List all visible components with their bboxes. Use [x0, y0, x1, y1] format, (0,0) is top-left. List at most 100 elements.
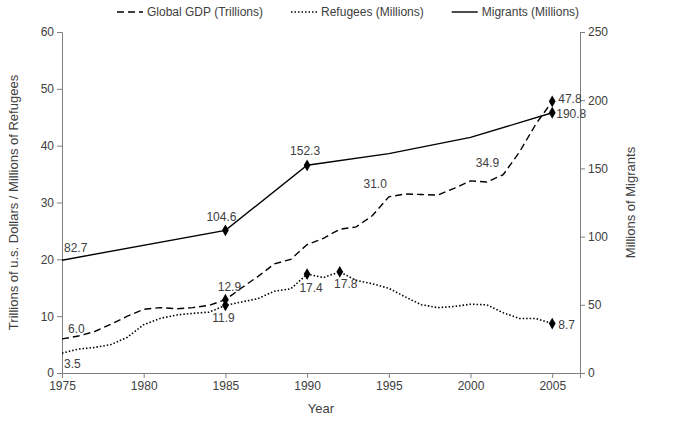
- annotation: 11.9: [212, 311, 235, 325]
- marker: [304, 159, 311, 171]
- tick-mark: [580, 168, 585, 169]
- annotation: 12.9: [218, 280, 242, 294]
- annotation: 82.7: [64, 241, 88, 255]
- axis-line: [57, 33, 63, 374]
- tick-label: 20: [41, 253, 55, 267]
- line: [62, 272, 552, 353]
- chart: 1975198019851990199520002005010203040506…: [0, 0, 685, 435]
- tick-label: 40: [41, 139, 55, 153]
- tick-mark: [57, 316, 62, 317]
- legend-swatch: [452, 11, 478, 12]
- annotation: 190.8: [556, 107, 586, 121]
- legend-label: Global GDP (Trillions): [147, 5, 263, 19]
- marker: [549, 95, 556, 107]
- tick: 150: [580, 162, 608, 176]
- tick: 0: [47, 366, 62, 380]
- tick-mark: [580, 305, 585, 306]
- marker: [549, 318, 556, 330]
- tick-label: 250: [588, 25, 608, 39]
- annotation: 47.8: [558, 92, 582, 106]
- marker: [222, 299, 229, 311]
- tick: 1990: [294, 373, 321, 393]
- tick-label: 150: [588, 162, 608, 176]
- tick-label: 1975: [49, 379, 76, 393]
- line: [62, 101, 552, 339]
- marker: [222, 224, 229, 236]
- tick: 40: [41, 139, 62, 153]
- tick: 30: [41, 196, 62, 210]
- tick: 1985: [213, 373, 240, 393]
- plot: 1975198019851990199520002005010203040506…: [41, 25, 609, 392]
- legend-swatch: [117, 11, 143, 12]
- legend: Global GDP (Trillions) Refugees (Millions…: [117, 5, 579, 19]
- tick: 2005: [539, 373, 566, 393]
- legend-item: Migrants (Millions): [452, 5, 579, 19]
- legend-label: Refugees (Millions): [321, 5, 424, 19]
- annotation: 3.5: [64, 357, 81, 371]
- tick-label: 1995: [376, 379, 403, 393]
- tick-label: 2005: [539, 379, 566, 393]
- series-group: [62, 95, 556, 353]
- tick-mark: [580, 32, 585, 33]
- tick-mark: [57, 373, 62, 374]
- tick-mark: [144, 373, 145, 378]
- y-axis-title: Trillions of u.s. Dollars / Millions of …: [6, 74, 21, 330]
- tick-label: 200: [588, 94, 608, 108]
- tick: 1980: [131, 373, 158, 393]
- tick-mark: [471, 373, 472, 378]
- tick-label: 50: [41, 82, 55, 96]
- tick: 1995: [376, 373, 403, 393]
- tick-mark: [57, 146, 62, 147]
- tick-mark: [552, 373, 553, 378]
- line: [62, 113, 552, 260]
- axis-line: [63, 374, 581, 379]
- legend-swatch: [291, 11, 317, 13]
- annotation: 8.7: [558, 318, 575, 332]
- tick-label: 50: [588, 298, 602, 312]
- tick-label: 2000: [458, 379, 485, 393]
- marker: [549, 107, 556, 119]
- tick-mark: [57, 259, 62, 260]
- tick-label: 1990: [294, 379, 321, 393]
- annotation: 31.0: [363, 177, 387, 191]
- tick: 200: [580, 94, 608, 108]
- tick: 250: [580, 25, 608, 39]
- tick: 20: [41, 253, 62, 267]
- tick: 50: [580, 298, 602, 312]
- tick-mark: [389, 373, 390, 378]
- annotation: 104.6: [206, 210, 236, 224]
- tick-label: 0: [47, 366, 54, 380]
- y2-axis-title: Millions of Migrants: [623, 146, 638, 258]
- tick-mark: [307, 373, 308, 378]
- tick-label: 60: [41, 25, 55, 39]
- tick-mark: [57, 89, 62, 90]
- legend-label: Migrants (Millions): [482, 5, 579, 19]
- tick: 50: [41, 82, 62, 96]
- annotation: 6.0: [68, 322, 85, 336]
- tick-mark: [57, 32, 62, 33]
- tick: 100: [580, 230, 608, 244]
- annotations: 82.7 104.6 152.3 190.8 6.0 12.9 31.0 34.9 47.8 3.…: [64, 92, 587, 371]
- tick-label: 0: [588, 366, 595, 380]
- legend-item: Refugees (Millions): [291, 5, 424, 19]
- legend-item: Global GDP (Trillions): [117, 5, 263, 19]
- tick-label: 30: [41, 196, 55, 210]
- tick-mark: [57, 203, 62, 204]
- y-axis: 0 10 20 30 40 50 60: [41, 25, 63, 380]
- x-axis: 1975 1980 1985 1990 1995 2000 2005: [49, 373, 580, 393]
- tick: 10: [41, 310, 62, 324]
- axis-line: [581, 33, 586, 374]
- annotation: 152.3: [290, 144, 320, 158]
- x-axis-title: Year: [308, 401, 335, 416]
- annotation: 34.9: [476, 156, 500, 170]
- tick: 0: [580, 366, 595, 380]
- tick: 2000: [458, 373, 485, 393]
- y2-axis: 0 50 100 150 200 250: [580, 25, 608, 380]
- tick-label: 10: [41, 310, 55, 324]
- annotation: 17.4: [299, 281, 323, 295]
- tick: 60: [41, 25, 62, 39]
- annotation: 17.8: [334, 277, 358, 291]
- tick-label: 100: [588, 230, 608, 244]
- tick-mark: [580, 237, 585, 238]
- tick-mark: [225, 373, 226, 378]
